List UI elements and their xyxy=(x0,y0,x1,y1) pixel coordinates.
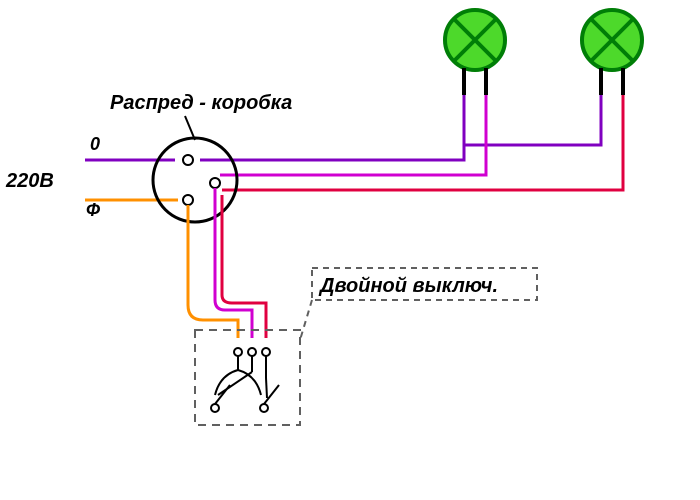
junction-box xyxy=(153,138,237,222)
switch-internals xyxy=(211,348,279,412)
neutral-symbol: 0 xyxy=(90,134,100,155)
voltage-label: 220В xyxy=(6,170,54,193)
lamp-2 xyxy=(582,10,642,70)
double-switch-box xyxy=(195,330,300,425)
switch-return-2 xyxy=(222,195,266,338)
double-switch-label: Двойной выключ. xyxy=(320,275,498,298)
junction-box-label: Распред - коробка xyxy=(110,92,292,115)
phase-to-switch xyxy=(188,205,238,338)
lamp-1 xyxy=(445,10,505,70)
phase-symbol: Ф xyxy=(86,200,100,221)
